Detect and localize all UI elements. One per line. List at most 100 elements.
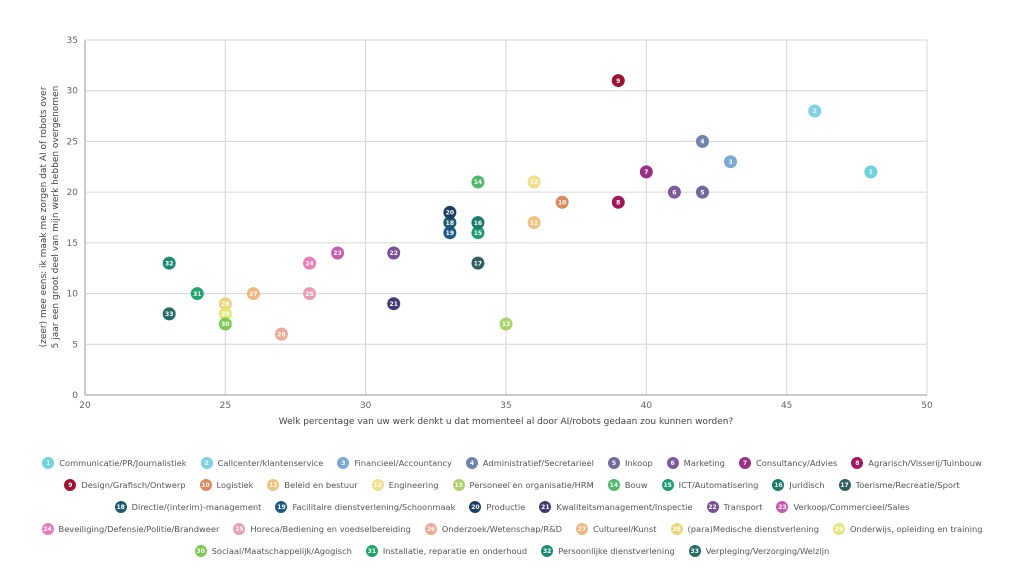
legend-label: Design/Grafisch/Ontwerp (81, 480, 186, 490)
legend-badge: 6 (666, 457, 679, 469)
legend-badge: 22 (706, 501, 719, 513)
legend-label: Horeca/Bediening en voedselbereiding (250, 524, 411, 534)
legend-item: 25 Horeca/Bediening en voedselbereiding (233, 523, 411, 535)
legend-badge: 8 (851, 457, 864, 469)
legend-item: 21 Kwaliteitsmanagement/Inspectie (539, 501, 693, 513)
data-point-marker (218, 307, 232, 321)
legend-badge: 15 (661, 479, 674, 491)
legend-item: 7 Consultancy/Advies (738, 457, 838, 469)
data-point-marker (218, 297, 232, 311)
y-tick-label: 10 (67, 290, 79, 300)
data-point-label: 27 (249, 291, 257, 298)
data-point-label: 14 (474, 179, 482, 186)
data-point-marker (611, 195, 625, 209)
data-point: 2 (808, 104, 822, 118)
legend-badge: 21 (539, 501, 552, 513)
x-tick-label: 20 (79, 401, 91, 411)
data-point-label: 31 (193, 291, 201, 298)
y-tick-label: 25 (67, 137, 78, 147)
legend-label: Installatie, reparatie en onderhoud (382, 546, 528, 556)
y-axis-label-line-2: 5 jaar een groot deel van mijn werk hebb… (51, 86, 61, 349)
legend-label: Consultancy/Advies (755, 458, 838, 468)
legend-badge: 29 (832, 523, 845, 535)
data-point: 33 (162, 307, 176, 321)
legend-label: Agrarisch/Visserij/Tuinbouw (868, 458, 982, 468)
legend-item: 26 Onderzoek/Wetenschap/R&D (424, 523, 562, 535)
data-point: 21 (387, 297, 401, 311)
legend-item: 12 Engineering (371, 479, 439, 491)
legend-badge: 20 (469, 501, 482, 513)
data-point-label: 8 (616, 199, 620, 206)
data-point: 23 (331, 246, 345, 260)
y-axis-label-line-1: (zeer) mee eens: ik maak me zorgen dat A… (39, 86, 49, 347)
legend-item: 6 Marketing (666, 457, 725, 469)
legend-label: Bouw (624, 480, 648, 490)
data-point-marker (162, 307, 176, 321)
data-point-marker (443, 226, 457, 240)
data-point-label: 21 (390, 301, 398, 308)
legend-label: Financieel/Accountancy (354, 458, 452, 468)
legend-label: Persoonlijke dienstverlening (558, 546, 675, 556)
legend-badge: 30 (194, 545, 207, 557)
y-tick-label: 0 (72, 391, 78, 401)
legend-label: Onderzoek/Wetenschap/R&D (441, 524, 562, 534)
legend-item: 15 ICT/Automatisering (661, 479, 758, 491)
y-tick-label: 15 (67, 239, 78, 249)
data-point: 5 (695, 185, 709, 199)
data-point: 25 (303, 287, 317, 301)
data-point-marker (303, 287, 317, 301)
legend-badge: 2 (200, 457, 213, 469)
legend-label: Callcenter/klantenservice (217, 458, 324, 468)
legend-label: Engineering (388, 480, 439, 490)
legend-label: Facilitaire dienstverlening/Schoonmaak (292, 502, 456, 512)
data-point-label: 1 (869, 169, 873, 176)
legend-badge: 14 (607, 479, 620, 491)
data-point-marker (443, 216, 457, 230)
data-point-label: 25 (305, 291, 313, 298)
x-tick-label: 30 (360, 401, 372, 411)
data-point-label: 33 (165, 311, 173, 318)
data-point-label: 12 (530, 179, 538, 186)
legend-label: Cultureel/Kunst (592, 524, 657, 534)
data-point: 32 (162, 256, 176, 270)
legend-badge: 9 (64, 479, 77, 491)
legend-item: 28 (para)Medische dienstverlening (670, 523, 819, 535)
legend-item: 13 Personeel en organisatie/HRM (452, 479, 594, 491)
legend-label: Productie (486, 502, 526, 512)
data-point-marker (499, 317, 513, 331)
x-tick-label: 40 (641, 401, 653, 411)
legend-label: (para)Medische dienstverlening (687, 524, 819, 534)
legend-item: 9 Design/Grafisch/Ontwerp (64, 479, 186, 491)
data-point: 4 (695, 134, 709, 148)
legend-label: Transport (723, 502, 763, 512)
data-point-marker (387, 297, 401, 311)
data-point: 7 (639, 165, 653, 179)
data-point-marker (190, 287, 204, 301)
legend-item: 30 Sociaal/Maatschappelijk/Agogisch (194, 545, 352, 557)
data-point-marker (303, 256, 317, 270)
x-tick-label: 35 (500, 401, 511, 411)
legend-label: Juridisch (789, 480, 825, 490)
data-point-label: 15 (474, 230, 482, 237)
data-point-marker (471, 216, 485, 230)
legend-label: Logistiek (216, 480, 254, 490)
legend-item: 11 Beleid en bestuur (267, 479, 358, 491)
data-point-marker (724, 155, 738, 169)
legend-item: 27 Cultureel/Kunst (575, 523, 657, 535)
legend-item: 3 Financieel/Accountancy (337, 457, 452, 469)
legend-label: Kwaliteitsmanagement/Inspectie (556, 502, 693, 512)
legend-badge: 12 (371, 479, 384, 491)
y-tick-label: 20 (67, 188, 79, 198)
legend-badge: 32 (541, 545, 554, 557)
data-point-marker (471, 175, 485, 189)
legend-item: 31 Installatie, reparatie en onderhoud (365, 545, 528, 557)
data-point: 27 (246, 287, 260, 301)
data-point: 6 (667, 185, 681, 199)
data-point-label: 23 (333, 250, 341, 257)
data-point: 15 (471, 226, 485, 240)
data-point-label: 26 (277, 331, 285, 338)
data-point: 11 (527, 216, 541, 230)
legend-label: Sociaal/Maatschappelijk/Agogisch (211, 546, 352, 556)
legend-badge: 23 (776, 501, 789, 513)
